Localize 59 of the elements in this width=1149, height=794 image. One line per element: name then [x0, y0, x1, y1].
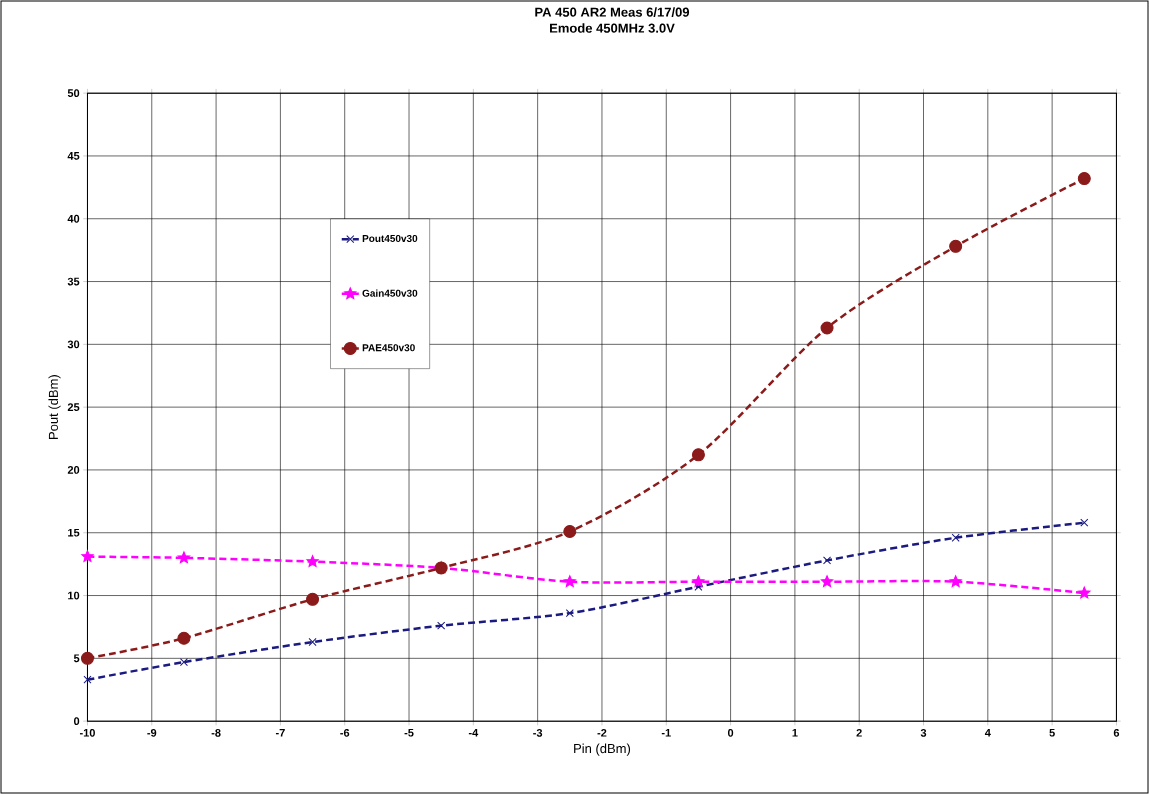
point	[1078, 586, 1091, 599]
x-tick-label: 1	[792, 728, 798, 737]
point	[949, 239, 963, 253]
point	[437, 621, 446, 630]
y-tick-label: 35	[67, 277, 80, 286]
x-tick-label: 5	[1049, 728, 1055, 737]
y-tick-label: 40	[67, 214, 80, 223]
x-tick-label: -1	[661, 728, 671, 737]
y-tick-label: 25	[67, 403, 80, 412]
y-tick-label: 50	[67, 89, 80, 98]
x-tick-label: -3	[533, 728, 543, 737]
x-axis-title: Pin (dBm)	[574, 743, 631, 756]
x-tick-label: 0	[727, 728, 734, 737]
point	[820, 575, 834, 588]
y-axis-title: Pout (dBm)	[48, 375, 61, 439]
legend-label: PAE450v30	[362, 344, 415, 352]
x-tick-label: -9	[147, 728, 157, 737]
y-tick-label: 15	[68, 528, 80, 537]
y-tick-label: 0	[73, 717, 80, 726]
y-tick-label: 10	[68, 591, 80, 600]
legend-label: Pout450v30	[362, 234, 418, 243]
point	[820, 321, 834, 335]
point	[692, 575, 705, 588]
point	[308, 637, 317, 647]
point	[306, 592, 320, 606]
point	[563, 575, 577, 588]
point	[83, 675, 92, 684]
point	[1077, 172, 1091, 186]
y-tick-label: 5	[73, 654, 80, 663]
x-tick-label: 6	[1113, 728, 1120, 737]
x-tick-label: -7	[275, 728, 285, 737]
point	[691, 448, 705, 462]
x-tick-label: 3	[920, 728, 927, 737]
x-tick-label: 2	[856, 728, 862, 737]
y-tick-label: 45	[67, 152, 80, 160]
x-tick-label: -5	[404, 728, 414, 737]
point	[177, 551, 191, 564]
y-tick-label: 20	[67, 466, 80, 474]
chart-title: PA 450 AR2 Meas 6/17/09	[535, 7, 690, 17]
point	[949, 575, 962, 588]
x-tick-label: 4	[984, 728, 991, 737]
point	[80, 651, 94, 665]
x-tick-label: -6	[340, 728, 350, 737]
point	[823, 556, 832, 565]
point	[951, 533, 960, 542]
legend-label: Gain450v30	[362, 289, 418, 297]
point	[81, 550, 94, 562]
x-tick-label: -4	[468, 728, 479, 737]
point	[1080, 518, 1089, 527]
y-tick-label: 30	[67, 340, 80, 349]
point	[177, 631, 191, 645]
x-tick-label: -2	[597, 728, 607, 737]
chart-subtitle: Emode 450MHz 3.0V	[550, 23, 675, 33]
x-tick-label: -8	[211, 728, 221, 737]
point	[565, 609, 574, 618]
point	[306, 555, 319, 567]
x-tick-label: -10	[79, 728, 95, 737]
point	[563, 524, 577, 538]
point	[179, 658, 188, 667]
